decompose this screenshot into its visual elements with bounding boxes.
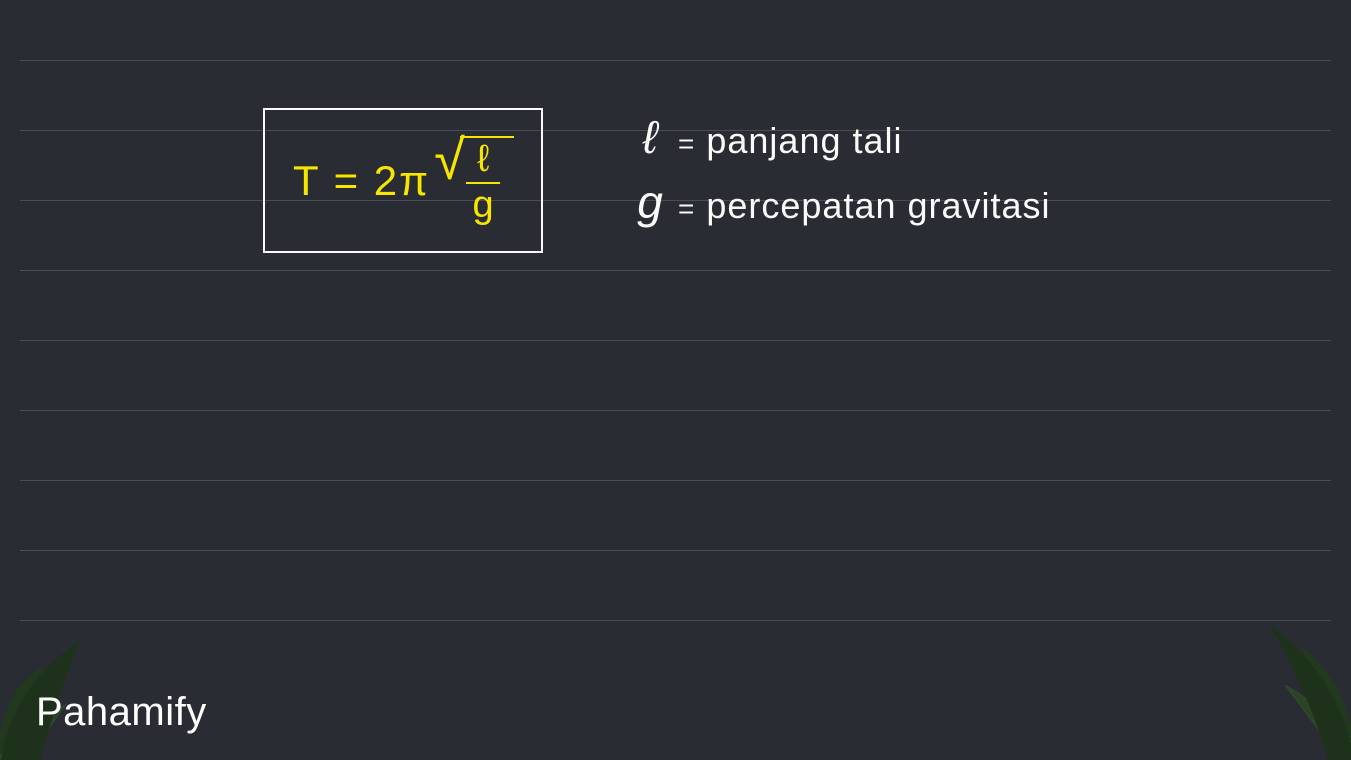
brand-logo: Pahamify: [36, 690, 207, 735]
ruled-line: [20, 410, 1331, 411]
ruled-line: [20, 620, 1331, 621]
legend-symbol-g: g: [630, 175, 670, 229]
sqrt-bar: [460, 136, 514, 138]
formula-content: T = 2π √ ℓ g: [293, 138, 508, 224]
formula-fraction: ℓ g: [458, 138, 508, 224]
legend-symbol-l: ℓ: [630, 110, 670, 164]
formula-numerator: ℓ: [473, 140, 493, 178]
leaf-left-icon: [0, 610, 110, 760]
formula-2pi: 2π: [374, 157, 430, 204]
legend-eq: =: [670, 193, 706, 225]
legend-eq: =: [670, 128, 706, 160]
legend-row-l: ℓ = panjang tali: [630, 110, 903, 164]
ruled-line: [20, 340, 1331, 341]
legend-text-g: percepatan gravitasi: [706, 185, 1050, 227]
ruled-line: [20, 60, 1331, 61]
formula-sqrt: √ ℓ g: [458, 138, 508, 224]
legend-text-l: panjang tali: [706, 120, 902, 162]
brand-logo-text: Pahamify: [36, 690, 207, 735]
formula-denominator: g: [469, 186, 498, 224]
formula-equals: =: [334, 157, 361, 204]
formula-lhs: T = 2π: [293, 157, 430, 205]
sqrt-sign-icon: √: [434, 132, 465, 188]
ruled-line: [20, 480, 1331, 481]
ruled-line: [20, 270, 1331, 271]
formula-T: T: [293, 157, 320, 204]
legend-row-g: g = percepatan gravitasi: [630, 175, 1051, 229]
whiteboard-canvas: T = 2π √ ℓ g ℓ = panjang tali g = percep…: [0, 0, 1351, 760]
ruled-line: [20, 550, 1331, 551]
leaf-right-icon: [1250, 600, 1351, 760]
